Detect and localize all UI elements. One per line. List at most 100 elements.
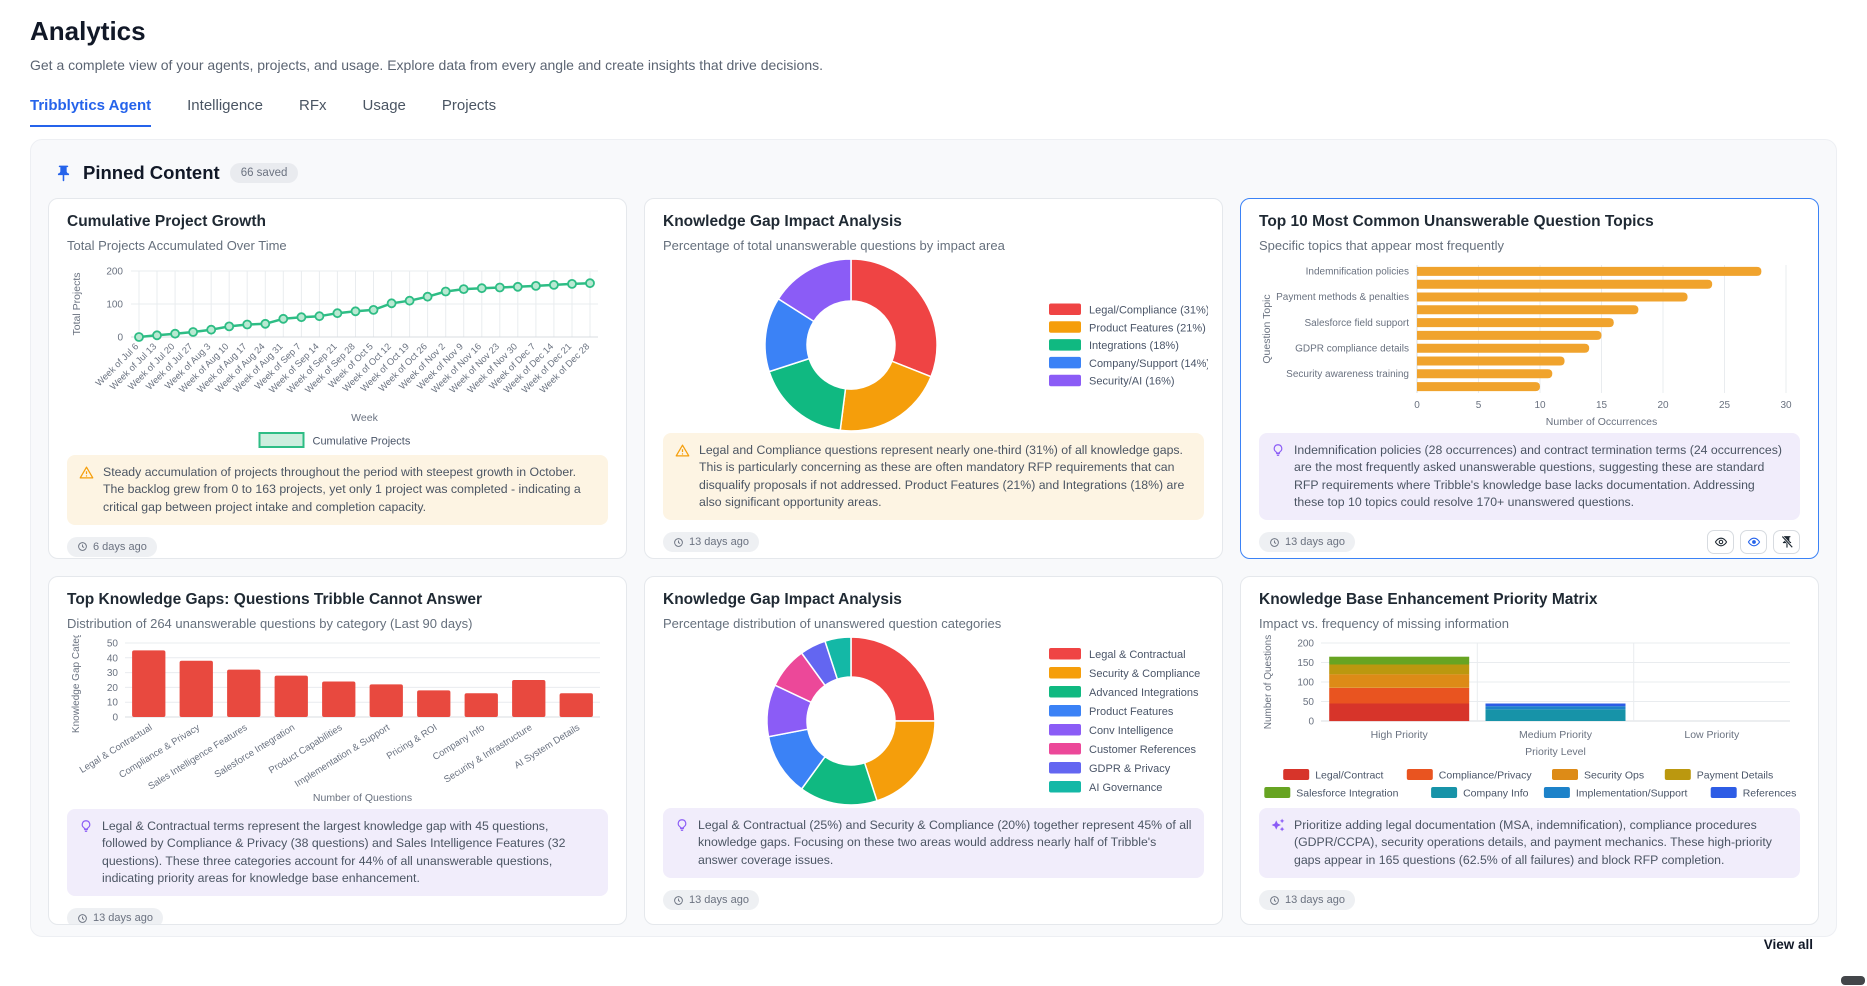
svg-text:References: References — [1743, 787, 1797, 799]
clock-icon — [78, 914, 87, 923]
svg-text:Number of Questions: Number of Questions — [1263, 635, 1274, 729]
svg-text:Medium Priority: Medium Priority — [1519, 729, 1593, 741]
svg-text:50: 50 — [107, 638, 119, 649]
view-all-link[interactable]: View all — [1763, 937, 1813, 952]
svg-text:10: 10 — [1534, 400, 1546, 411]
card-knowledge-gap-impact-analysis-1[interactable]: Knowledge Gap Impact Analysis Percentage… — [644, 198, 1223, 559]
clock-icon — [1270, 895, 1279, 905]
tab-usage[interactable]: Usage — [362, 97, 406, 114]
tab-projects[interactable]: Projects — [441, 97, 497, 114]
insight-box: Steady accumulation of projects througho… — [67, 454, 608, 525]
pinned-content-section: Pinned Content 66 saved Cumulative Proje… — [30, 139, 1837, 952]
svg-text:0: 0 — [1414, 400, 1420, 411]
card-knowledge-gap-impact-analysis-2[interactable]: Knowledge Gap Impact Analysis Percentage… — [644, 576, 1223, 925]
tab-tribblytics-agent[interactable]: Tribblytics Agent — [30, 97, 152, 127]
svg-text:GDPR & Privacy: GDPR & Privacy — [1089, 763, 1171, 775]
view-insight-button[interactable] — [1740, 530, 1767, 555]
card-top-10-unanswerable-question-topics[interactable]: Top 10 Most Common Unanswerable Question… — [1240, 198, 1819, 559]
svg-text:20: 20 — [107, 682, 119, 693]
svg-text:Security/AI (16%): Security/AI (16%) — [1089, 375, 1175, 387]
svg-text:Company/Support (14%): Company/Support (14%) — [1089, 357, 1208, 369]
svg-text:Integrations (18%): Integrations (18%) — [1089, 340, 1179, 352]
timestamp-pill: 13 days ago — [1259, 890, 1355, 910]
card-footer: 6 days ago — [67, 535, 608, 558]
svg-text:Implementation/Support: Implementation/Support — [1576, 787, 1688, 799]
tab-rfx[interactable]: RFx — [299, 97, 327, 114]
svg-text:Cumulative Projects: Cumulative Projects — [313, 435, 411, 447]
svg-text:Company Info: Company Info — [1463, 787, 1529, 799]
card-top-knowledge-gaps[interactable]: Top Knowledge Gaps: Questions Tribble Ca… — [48, 576, 627, 925]
insight-box: Legal & Contractual terms represent the … — [67, 808, 608, 897]
svg-text:Legal/Contract: Legal/Contract — [1315, 769, 1383, 781]
unanswered-categories-donut-chart: Legal & Contractual Security & Compliance… — [663, 635, 1204, 807]
page-subtitle: Get a complete view of your agents, proj… — [30, 57, 823, 73]
svg-text:Total Projects: Total Projects — [71, 272, 83, 335]
pinned-content-header: Pinned Content 66 saved — [48, 154, 1819, 198]
card-subtitle: Distribution of 264 unanswerable questio… — [67, 615, 473, 631]
lightbulb-icon — [675, 818, 689, 832]
card-subtitle: Percentage distribution of unanswered qu… — [663, 615, 1002, 631]
pinned-cards-grid: Cumulative Project Growth Total Projects… — [48, 198, 1819, 925]
eye-icon — [1714, 538, 1727, 547]
card-title: Top 10 Most Common Unanswerable Question… — [1259, 213, 1654, 230]
svg-text:100: 100 — [106, 299, 123, 310]
tab-intelligence[interactable]: Intelligence — [187, 97, 264, 114]
clock-icon — [674, 895, 683, 905]
tab-bar: Tribblytics Agent Intelligence RFx Usage… — [30, 97, 1837, 127]
svg-text:Security & Compliance: Security & Compliance — [1089, 668, 1200, 680]
card-footer: 13 days ago — [1259, 888, 1800, 912]
insight-text: Legal & Contractual (25%) and Security &… — [698, 817, 1192, 867]
clock-icon — [1270, 538, 1279, 547]
svg-text:100: 100 — [1297, 677, 1314, 688]
svg-text:20: 20 — [1657, 400, 1669, 411]
clock-icon — [78, 542, 87, 552]
pin-off-icon — [1780, 536, 1793, 549]
svg-text:Product Features (21%): Product Features (21%) — [1089, 322, 1206, 334]
svg-text:30: 30 — [1780, 400, 1792, 411]
card-title: Cumulative Project Growth — [67, 213, 266, 230]
card-cumulative-project-growth[interactable]: Cumulative Project Growth Total Projects… — [48, 198, 627, 559]
svg-text:GDPR compliance details: GDPR compliance details — [1295, 343, 1409, 354]
svg-text:Payment Details: Payment Details — [1697, 769, 1773, 781]
svg-text:Security & Infrastructure: Security & Infrastructure — [442, 722, 534, 785]
card-footer: 13 days ago — [663, 888, 1204, 912]
svg-text:0: 0 — [112, 712, 118, 723]
eye-blue-icon — [1747, 538, 1760, 547]
unanswerable-topics-bar-chart: 0 5 10 15 20 25 30 Indemnification policies Paym… — [1259, 257, 1800, 433]
svg-text:30: 30 — [107, 668, 119, 679]
insight-box: Legal and Compliance questions represent… — [663, 432, 1204, 521]
svg-text:10: 10 — [107, 697, 119, 708]
svg-text:AI Governance: AI Governance — [1089, 782, 1162, 794]
scrollbar-thumb[interactable] — [1841, 976, 1865, 985]
svg-text:Compliance & Privacy: Compliance & Privacy — [117, 722, 202, 781]
svg-text:Pricing & ROI: Pricing & ROI — [385, 722, 440, 762]
warning-triangle-icon — [79, 465, 94, 480]
clock-icon — [674, 538, 683, 547]
unpin-button[interactable] — [1773, 530, 1800, 555]
card-subtitle: Total Projects Accumulated Over Time — [67, 237, 287, 253]
card-title: Knowledge Gap Impact Analysis — [663, 591, 902, 608]
card-actions — [1707, 530, 1800, 555]
insight-text: Legal and Compliance questions represent… — [699, 442, 1185, 509]
insight-box: Legal & Contractual (25%) and Security &… — [663, 807, 1204, 878]
svg-text:Week: Week — [351, 412, 378, 424]
insight-text: Legal & Contractual terms represent the … — [102, 818, 566, 885]
svg-text:Security Ops: Security Ops — [1584, 769, 1644, 781]
view-button[interactable] — [1707, 530, 1734, 555]
insight-text: Prioritize adding legal documentation (M… — [1294, 817, 1772, 867]
svg-text:Salesforce Integration: Salesforce Integration — [1296, 787, 1398, 799]
svg-text:Low Priority: Low Priority — [1684, 729, 1740, 741]
svg-text:0: 0 — [1308, 716, 1314, 727]
lightbulb-icon — [79, 819, 93, 833]
card-footer: 13 days ago — [67, 906, 608, 924]
card-priority-matrix[interactable]: Knowledge Base Enhancement Priority Matr… — [1240, 576, 1819, 925]
lightbulb-icon — [1271, 443, 1285, 457]
timestamp-pill: 13 days ago — [663, 532, 759, 553]
svg-text:Number of Occurrences: Number of Occurrences — [1546, 416, 1657, 428]
svg-text:5: 5 — [1476, 400, 1482, 411]
card-subtitle: Percentage of total unanswerable questio… — [663, 237, 1005, 253]
priority-matrix-stacked-chart: 0 50 100 150 200 High Priority Medium Priority… — [1259, 635, 1800, 805]
cumulative-project-growth-chart: 0 100 200 Week of Jul 6 Week of Jul 13 Week o… — [67, 257, 608, 455]
card-title: Knowledge Base Enhancement Priority Matr… — [1259, 591, 1598, 608]
svg-text:Salesforce field support: Salesforce field support — [1304, 317, 1409, 328]
